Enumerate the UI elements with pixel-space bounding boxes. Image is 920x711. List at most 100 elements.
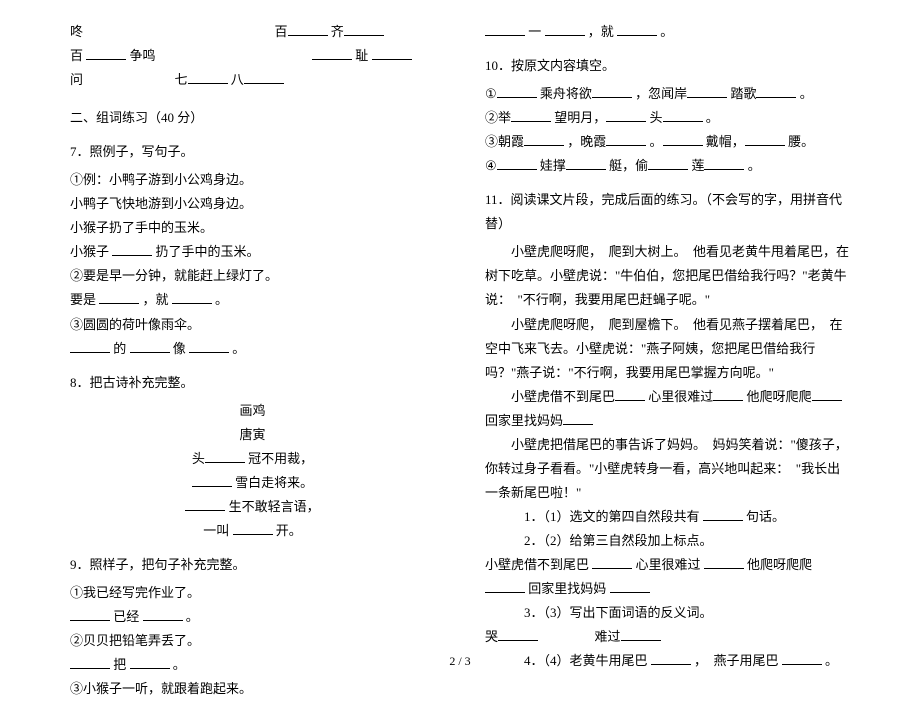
q8-title: 8．把古诗补充完整。 — [70, 371, 435, 395]
blank — [703, 507, 743, 521]
text: 难过 — [595, 629, 621, 644]
text: 像 — [173, 341, 186, 356]
blank — [713, 387, 743, 401]
text: 开。 — [276, 523, 302, 538]
blank — [99, 290, 139, 304]
text: ，晚霞 — [567, 134, 606, 149]
text: 争鸣 — [130, 48, 156, 63]
blank — [592, 555, 632, 569]
blank — [192, 473, 232, 487]
page-number: 2 / 3 — [0, 654, 920, 669]
blank — [621, 627, 661, 641]
text: 头 — [192, 451, 205, 466]
blank — [497, 156, 537, 170]
blank — [344, 22, 384, 36]
blank — [288, 22, 328, 36]
passage-2: 小壁虎爬呀爬， 爬到屋檐下。 他看见燕子摆着尾巴， 在空中飞来飞去。小壁虎说："… — [485, 313, 850, 385]
right-column: 一 ，就 。 10．按原文内容填空。 ① 乘舟将欲 ，忽闻岸 踏歌 。 ②举 望… — [485, 20, 850, 701]
text: 头 — [650, 110, 663, 125]
blank — [563, 411, 593, 425]
text: 耻 — [355, 48, 368, 63]
q7-line: ②要是早一分钟，就能赶上绿灯了。 — [70, 264, 435, 288]
section-2-title: 二、组词练习（40 分） — [70, 106, 435, 130]
text: 百 — [275, 24, 288, 39]
q10-title: 10．按原文内容填空。 — [485, 54, 850, 78]
q10-line-2: ②举 望明月， 头 。 — [485, 106, 850, 130]
blank — [606, 132, 646, 146]
top-fill: 一 ，就 。 — [485, 20, 850, 44]
q7-line: ①例：小鸭子游到小公鸡身边。 — [70, 168, 435, 192]
blank — [648, 156, 688, 170]
passage-1: 小壁虎爬呀爬， 爬到大树上。 他看见老黄牛甩着尾巴，在树下吃草。小壁虎说："牛伯… — [485, 240, 850, 312]
q10-line-4: ④ 娃撑 艇，偷 莲 。 — [485, 154, 850, 178]
text: 。 — [186, 609, 199, 624]
text: 。 — [748, 158, 761, 173]
blank — [497, 84, 537, 98]
text: ②举 — [485, 110, 511, 125]
text: 小壁虎借不到尾巴 — [485, 557, 589, 572]
text: 问 — [70, 72, 83, 87]
blank — [704, 555, 744, 569]
text: 冠不用裁， — [248, 451, 313, 466]
text: 百 — [70, 48, 83, 63]
text: 要是 — [70, 292, 96, 307]
q9-line: ②贝贝把铅笔弄丢了。 — [70, 629, 435, 653]
text: 八 — [231, 72, 244, 87]
q7-line: ③圆圆的荷叶像雨伞。 — [70, 313, 435, 337]
blank — [86, 46, 126, 60]
text: 已经 — [113, 609, 139, 624]
text: 娃撑 — [540, 158, 566, 173]
page-container: 咚 百 齐 百 争鸣 耻 问 七 八 二、组词练习（40 分） 7．照例子，写句… — [0, 0, 920, 711]
blank — [592, 84, 632, 98]
text: 心里很难过 — [648, 389, 713, 404]
passage-3: 小壁虎借不到尾巴 心里很难过 他爬呀爬爬 回家里找妈妈 — [485, 385, 850, 433]
blank — [812, 387, 842, 401]
text: 望明月， — [554, 110, 606, 125]
text: 。 — [215, 292, 228, 307]
antonym-line: 哭 难过 — [485, 625, 850, 649]
idiom-row-3: 问 七 八 — [70, 68, 435, 92]
text: 他爬呀爬爬 — [747, 389, 812, 404]
passage-4: 小壁虎把借尾巴的事告诉了妈妈。 妈妈笑着说："傻孩子，你转过身子看看。"小壁虎转… — [485, 433, 850, 505]
blank — [188, 70, 228, 84]
text: 乘舟将欲 — [540, 86, 592, 101]
text: 生不敢轻言语， — [229, 499, 320, 514]
text: 。 — [706, 110, 719, 125]
text: 哭 — [485, 629, 498, 644]
text: 腰。 — [788, 134, 814, 149]
blank — [745, 132, 785, 146]
poem-author: 唐寅 — [70, 423, 435, 447]
q9-title: 9．照样子，把句子补充完整。 — [70, 553, 435, 577]
text: 齐 — [331, 24, 344, 39]
blank — [185, 497, 225, 511]
blank — [172, 290, 212, 304]
text: 的 — [113, 341, 126, 356]
text: 一叫 — [203, 523, 229, 538]
blank — [130, 339, 170, 353]
text: ③朝霞 — [485, 134, 524, 149]
text: 。 — [800, 86, 813, 101]
text: 小壁虎借不到尾巴 — [511, 389, 615, 404]
q9-line: 已经 。 — [70, 605, 435, 629]
blank — [372, 46, 412, 60]
blank — [112, 242, 152, 256]
blank — [610, 579, 650, 593]
text: 他爬呀爬爬 — [747, 557, 812, 572]
blank — [606, 108, 646, 122]
blank — [524, 132, 564, 146]
text: 回家里找妈妈 — [528, 581, 606, 596]
blank — [687, 84, 727, 98]
text: 七 — [175, 72, 188, 87]
blank — [498, 627, 538, 641]
idiom-row-1: 咚 百 齐 — [70, 20, 435, 44]
q7-line: 小猴子 扔了手中的玉米。 — [70, 240, 435, 264]
blank — [511, 108, 551, 122]
sub-q2: 2．（2）给第三自然段加上标点。 — [485, 529, 850, 553]
blank — [70, 339, 110, 353]
text: 1．（1）选文的第四自然段共有 — [524, 509, 700, 524]
blank — [312, 46, 352, 60]
blank — [189, 339, 229, 353]
poem-line-2: 雪白走将来。 — [70, 471, 435, 495]
text: 艇，偷 — [609, 158, 648, 173]
text: 。 — [660, 24, 673, 39]
